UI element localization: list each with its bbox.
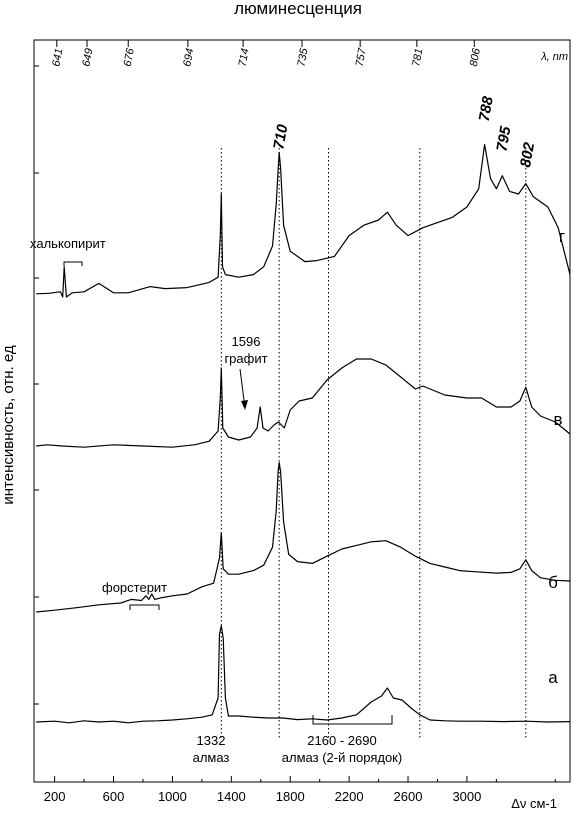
top-tick-label: 757: [354, 47, 369, 68]
x-tick-label: 1000: [158, 789, 187, 804]
series-label: а: [548, 668, 558, 687]
x-tick-label: 600: [103, 789, 125, 804]
chalcopyrite-label: халькопирит: [30, 236, 106, 251]
series-line-г: [36, 144, 571, 298]
plot-area: 200 600 1000 1400 1800 2200 2600 3000 641 649 676 6…: [34, 40, 571, 804]
series-label: б: [548, 573, 558, 592]
x-tick-label: 200: [44, 789, 66, 804]
second-order-label: алмаз (2-й порядок): [282, 750, 402, 765]
diamond-value-label: 1332: [197, 733, 226, 748]
forsterite-label: форстерит: [102, 580, 167, 595]
graphite-label: графит: [224, 351, 267, 366]
series-label: в: [553, 410, 562, 429]
top-tick-label: 649: [81, 47, 96, 67]
chart-title: люминесценция: [234, 0, 362, 18]
top-tick-label: 641: [50, 47, 65, 67]
x-tick-label: 2600: [394, 789, 423, 804]
series-line-б: [36, 462, 571, 613]
series-line-а: [36, 625, 571, 724]
x-tick-label: 3000: [452, 789, 481, 804]
graphite-value-label: 1596: [232, 334, 261, 349]
top-tick-label: 694: [181, 47, 196, 67]
forsterite-bracket: [129, 604, 160, 610]
top-tick-label: 806: [468, 47, 483, 68]
diamond-label: алмаз: [193, 750, 230, 765]
top-tick-label: 781: [410, 47, 425, 67]
x-axis-label: Δν см-1: [511, 796, 557, 811]
second-order-range-label: 2160 - 2690: [307, 733, 376, 748]
peak-label: 795: [493, 124, 514, 152]
top-axis-unit: λ, nm: [540, 51, 568, 63]
peak-label: 788: [476, 94, 497, 122]
chalcopyrite-bracket: [63, 261, 83, 266]
second-order-bracket: [312, 715, 393, 725]
x-tick-label: 1400: [217, 789, 246, 804]
series-line-в: [36, 358, 571, 448]
graphite-arrowhead: [241, 400, 248, 410]
x-tick-label: 1800: [276, 789, 305, 804]
peak-label: 802: [517, 140, 538, 168]
top-tick-label: 735: [296, 47, 311, 68]
peak-label: 710: [270, 122, 291, 150]
top-tick-label: 714: [237, 47, 252, 67]
x-tick-label: 2200: [335, 789, 364, 804]
series-label: г: [559, 227, 565, 246]
top-tick-label: 676: [122, 47, 137, 68]
y-axis-label: интенсивность, отн. ед: [0, 345, 17, 504]
